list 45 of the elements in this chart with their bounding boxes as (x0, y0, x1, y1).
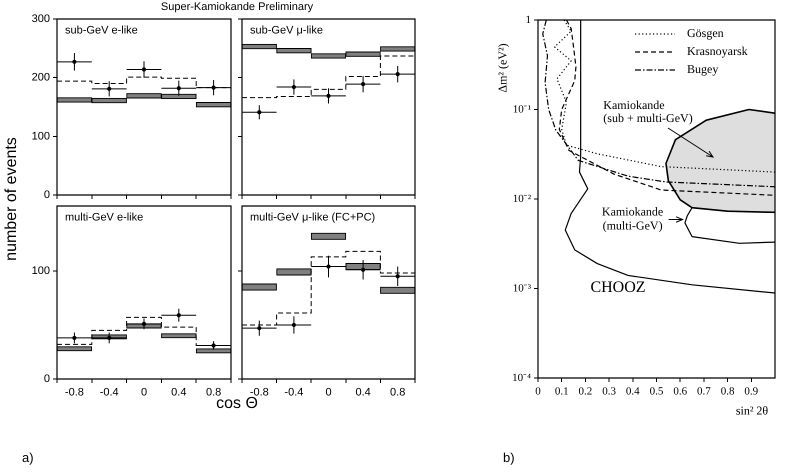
y-tick-label: 100 (32, 130, 50, 142)
x-tick-label: -0.4 (100, 386, 119, 399)
annotation: CHOOZ (590, 279, 646, 297)
annotation: Kamiokande (multi-GeV) (602, 204, 664, 233)
y-tick-label: 200 (32, 72, 50, 84)
y-tick-label: 10⁻⁴ (512, 372, 532, 384)
x-tick-label: -0.4 (284, 386, 304, 399)
x-tick-label: 0.4 (171, 386, 186, 399)
text: multi-GeV μ-like (FC+PC) (250, 212, 376, 224)
x-tick-label: 0.8 (390, 386, 406, 399)
x-tick-label: 0.8 (720, 385, 735, 398)
legend-label: Gösgen (687, 26, 724, 40)
x-tick-label: 0 (535, 385, 542, 398)
y-tick-label: 1 (526, 14, 531, 26)
text: a) (22, 450, 34, 466)
annotation: Kamiokande (sub + multi-GeV) (603, 98, 693, 126)
y-tick-label: 300 (32, 13, 50, 26)
y-tick-label: 100 (32, 264, 50, 277)
text: multi-GeV e-like (65, 212, 144, 224)
text: Super-Kamiokande Preliminary (160, 0, 314, 14)
x-tick-label: 0.1 (554, 385, 569, 398)
x-tick-label: 0 (140, 386, 148, 399)
y-axis-title: Δm² (eV²) (495, 43, 510, 93)
y-tick-label: 10⁻³ (512, 282, 532, 294)
y-axis-title: number of events (3, 137, 21, 261)
y-tick-label: 0 (44, 373, 50, 386)
x-tick-label: 0 (325, 386, 332, 399)
x-tick-label: -0.8 (64, 386, 84, 399)
x-axis-title: sin² 2θ (736, 403, 768, 418)
x-tick-label: 0.2 (578, 385, 592, 398)
x-tick-label: 0.5 (650, 385, 664, 398)
text: sub-GeV μ-like (250, 24, 323, 37)
y-tick-label: 10⁻² (512, 192, 532, 205)
y-tick-label: 0 (44, 189, 50, 202)
x-tick-label: 0.7 (697, 385, 712, 398)
x-tick-label: 0.9 (744, 385, 759, 398)
legend-label: Krasnoyarsk (687, 44, 748, 58)
text: sub-GeV e-like (65, 24, 138, 37)
y-tick-label: 10⁻¹ (512, 103, 531, 116)
x-tick-label: 0.4 (626, 385, 640, 398)
legend-label: Bugey (687, 62, 718, 76)
x-tick-label: 0.4 (355, 386, 371, 399)
text: b) (503, 450, 515, 466)
x-tick-label: 0.6 (673, 385, 688, 398)
x-tick-label: 0.3 (602, 385, 616, 398)
